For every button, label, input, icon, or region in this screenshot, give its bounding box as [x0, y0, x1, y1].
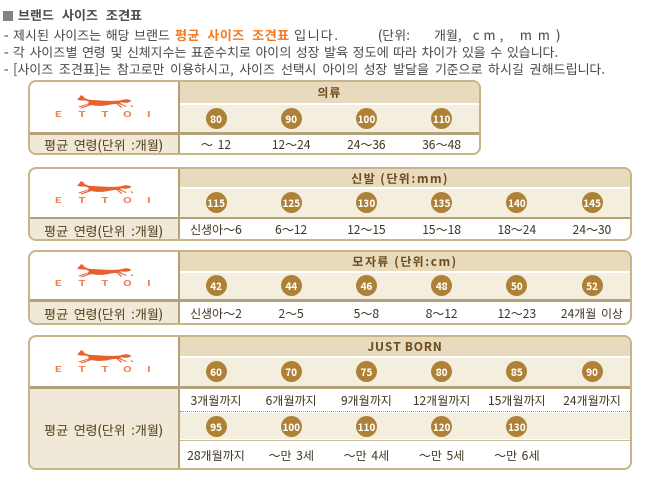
svg-text:T: T: [78, 362, 86, 374]
svg-text:T: T: [78, 276, 86, 288]
svg-text:T: T: [78, 193, 86, 205]
svg-text:I: I: [147, 276, 151, 288]
svg-text:T: T: [101, 107, 109, 119]
svg-text:I: I: [147, 362, 151, 374]
svg-text:O: O: [123, 193, 132, 205]
svg-text:O: O: [123, 107, 132, 119]
svg-text:E: E: [55, 193, 62, 205]
svg-text:T: T: [101, 362, 109, 374]
svg-text:T: T: [101, 193, 109, 205]
svg-text:O: O: [123, 362, 132, 374]
svg-text:T: T: [101, 276, 109, 288]
svg-text:I: I: [147, 107, 151, 119]
svg-text:I: I: [147, 193, 151, 205]
svg-text:T: T: [78, 107, 86, 119]
svg-text:E: E: [55, 362, 62, 374]
svg-text:E: E: [55, 107, 62, 119]
svg-text:O: O: [123, 276, 132, 288]
svg-text:E: E: [55, 276, 62, 288]
